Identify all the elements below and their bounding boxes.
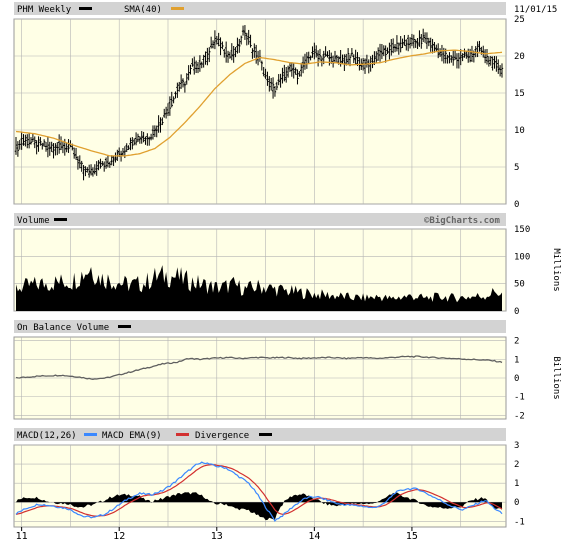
volume-label: Volume: [17, 216, 50, 226]
obv-grid: [14, 337, 506, 419]
obv-tick-label: -2: [514, 411, 525, 421]
volume-unit: Millions: [551, 248, 561, 291]
price-panel: 25 20 15 10 5 0: [13, 15, 525, 210]
macd-ema-label: MACD EMA(9): [102, 431, 162, 441]
x-tick-label: 12: [113, 531, 125, 542]
price-header: PHM Weekly SMA(40) 11/01/15: [14, 2, 557, 15]
volume-header-bar: [14, 213, 506, 226]
macd-tick-label: 3: [514, 441, 519, 451]
volume-tick-label: 150: [514, 225, 530, 235]
macd-axis: 3 2 1 0 -1: [514, 441, 525, 527]
divergence-label: Divergence: [195, 431, 249, 441]
obv-unit: Billions: [551, 356, 561, 399]
macd-header: MACD(12,26) MACD EMA(9) Divergence: [14, 428, 506, 441]
volume-tick-label: 100: [514, 252, 530, 262]
x-axis: 11 12 13 14 15: [16, 527, 418, 542]
price-axis: 25 20 15 10 5 0: [514, 15, 525, 210]
obv-panel: 2 1 0 -1 -2 Billions: [13, 336, 561, 422]
price-tick-label: 25: [514, 15, 525, 25]
price-tick-label: 0: [514, 200, 519, 210]
divergence-legend-swatch: [259, 433, 272, 436]
obv-tick-label: 0: [514, 374, 519, 384]
price-series: [14, 25, 504, 181]
obv-tick-label: 1: [514, 355, 519, 365]
obv-axis: 2 1 0 -1 -2: [514, 337, 525, 422]
macd-tick-label: 0: [514, 498, 519, 508]
obv-tick-label: -1: [514, 393, 525, 403]
price-tick-label: 5: [514, 163, 519, 173]
obv-label: On Balance Volume: [17, 323, 109, 333]
x-tick-label: 14: [308, 531, 320, 542]
macd-label: MACD(12,26): [17, 431, 77, 441]
macd-tick-label: 2: [514, 460, 519, 470]
obv-header: On Balance Volume: [14, 320, 506, 333]
macd-legend-swatch: [84, 433, 97, 436]
volume-axis: 150 100 50 0: [514, 225, 530, 317]
sma40-line: [15, 49, 503, 157]
volume-tick-label: 0: [514, 307, 519, 317]
volume-legend-swatch: [54, 218, 67, 221]
obv-tick-label: 2: [514, 337, 519, 347]
macd-panel: 3 2 1 0 -1: [13, 441, 525, 528]
volume-tick-label: 50: [514, 280, 525, 290]
x-tick-label: 11: [16, 531, 28, 542]
sma-legend-swatch: [171, 7, 184, 10]
date-label: 11/01/15: [514, 5, 557, 15]
x-tick-label: 13: [211, 531, 223, 542]
macd-tick-label: -1: [514, 517, 525, 527]
macd-tick-label: 1: [514, 479, 519, 489]
obv-line: [15, 355, 503, 380]
macd-line: [15, 461, 503, 523]
volume-panel: 150 100 50 0 Millions: [13, 225, 561, 317]
x-tick-label: 15: [406, 531, 418, 542]
price-tick-label: 20: [514, 52, 525, 62]
symbol-label: PHM Weekly: [17, 5, 72, 15]
obv-header-bar: [14, 320, 506, 333]
volume-bars: [16, 265, 502, 311]
watermark: ©BigCharts.com: [424, 215, 500, 226]
price-plot-area: [13, 18, 507, 205]
macd-ema-legend-swatch: [176, 433, 189, 436]
price-tick-label: 15: [514, 89, 525, 99]
obv-legend-swatch: [118, 325, 131, 328]
symbol-legend-swatch: [79, 7, 92, 10]
price-header-bar: [14, 2, 506, 15]
price-tick-label: 10: [514, 126, 525, 136]
volume-header: Volume ©BigCharts.com: [14, 213, 506, 226]
sma-label: SMA(40): [124, 5, 162, 15]
